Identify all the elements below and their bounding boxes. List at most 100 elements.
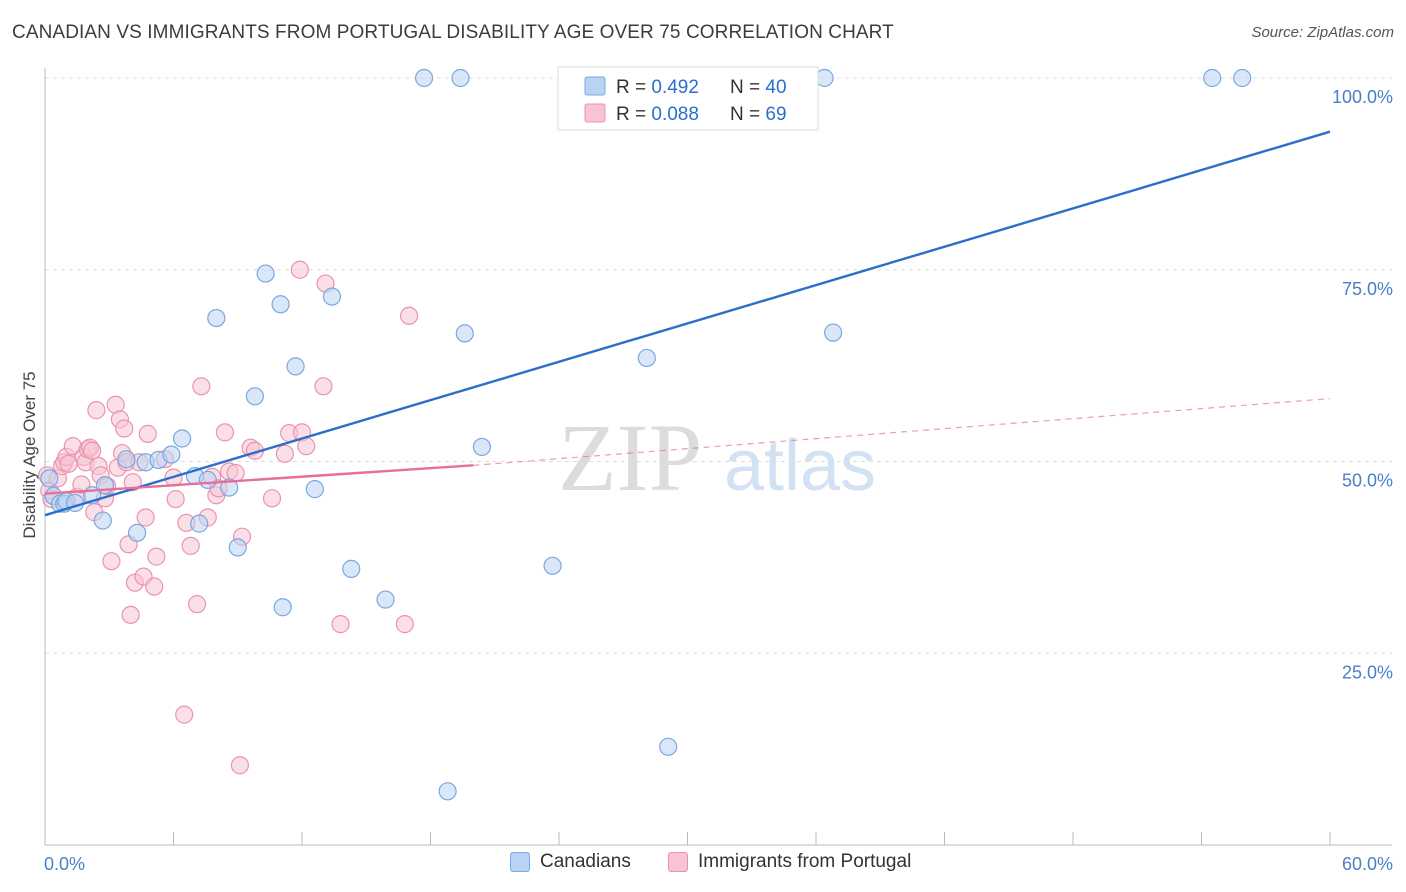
- stats-n-value-pink: 69: [765, 104, 786, 125]
- portugal-point: [83, 441, 102, 460]
- canadians-point: [162, 445, 181, 464]
- stats-r-value-blue: 0.492: [651, 77, 699, 98]
- x-ticks: [44, 832, 1331, 845]
- x-tick-labels: 0.0% 60.0%: [44, 854, 1393, 874]
- portugal-point: [72, 475, 91, 494]
- x-tick-label-max: 60.0%: [1342, 854, 1393, 874]
- svg-text:R = 0.492: R = 0.492: [616, 77, 699, 98]
- canadians-point: [1203, 68, 1222, 88]
- portugal-point: [175, 705, 194, 724]
- svg-text:N = 69: N = 69: [730, 104, 787, 125]
- portugal-point: [314, 377, 333, 396]
- portugal-point: [181, 536, 200, 555]
- y-tick-labels: 25.0% 50.0% 75.0% 100.0%: [1332, 87, 1393, 682]
- portugal-point: [395, 615, 414, 634]
- portugal-point: [147, 547, 166, 566]
- portugal-point: [115, 419, 134, 438]
- portugal-trendline: [44, 464, 474, 495]
- stats-legend-swatch-blue: [584, 76, 606, 96]
- canadians-point: [414, 68, 434, 88]
- portugal-point: [87, 401, 106, 420]
- bottom-legend: Canadians Immigrants from Portugal: [0, 851, 1406, 881]
- canadians-point: [256, 264, 275, 283]
- portugal-point: [121, 605, 140, 625]
- canadians-point: [637, 348, 656, 368]
- y-tick-label: 50.0%: [1342, 471, 1393, 491]
- canadians-point: [245, 387, 264, 406]
- trendlines: [44, 130, 1331, 517]
- y-tick-label: 25.0%: [1342, 662, 1393, 682]
- portugal-point: [230, 756, 249, 775]
- canadians-point: [271, 295, 290, 314]
- canadians-point: [438, 782, 457, 801]
- portugal-point: [102, 552, 121, 571]
- canadians-point: [190, 514, 209, 533]
- canadians-point: [451, 68, 470, 88]
- stats-n-label-pink: N =: [730, 104, 765, 125]
- canadians-point: [93, 511, 112, 530]
- stats-n-label-blue: N =: [730, 77, 765, 98]
- canadians-trendline: [44, 130, 1331, 517]
- portugal-point: [262, 489, 282, 508]
- legend-item-immigrants-from-portugal[interactable]: Immigrants from Portugal: [668, 851, 911, 873]
- stats-r-label-blue: R =: [616, 77, 651, 98]
- canadians-point: [472, 437, 491, 457]
- chart-title: CANADIAN VS IMMIGRANTS FROM PORTUGAL DIS…: [12, 22, 894, 43]
- portugal-point: [187, 595, 207, 614]
- canadians-point: [376, 590, 395, 609]
- svg-text:R = 0.088: R = 0.088: [616, 104, 699, 125]
- portugal-trendline-extension: [473, 398, 1331, 466]
- y-tick-label: 100.0%: [1332, 87, 1393, 107]
- y-axis-label: Disability Age Over 75: [20, 371, 39, 538]
- canadians-point: [815, 68, 834, 88]
- canadians-point: [659, 737, 678, 756]
- canadians-point: [286, 357, 305, 376]
- legend-swatch-blue: [510, 852, 530, 872]
- stats-r-value-pink: 0.088: [651, 104, 699, 125]
- portugal-point: [331, 615, 350, 634]
- portugal-point: [215, 423, 234, 442]
- portugal-point: [275, 444, 294, 463]
- stats-legend: R = 0.492 N = 40 R = 0.088 N = 69: [557, 66, 819, 131]
- canadians-point: [220, 478, 239, 497]
- source-label: Source: ZipAtlas.com: [1251, 24, 1394, 41]
- y-tick-label: 75.0%: [1342, 279, 1393, 299]
- axes: [44, 68, 1392, 846]
- watermark-atlas: atlas: [724, 426, 876, 506]
- stats-r-label-pink: R =: [616, 104, 651, 125]
- legend-swatch-pink: [668, 852, 688, 872]
- gridlines: [45, 77, 1392, 654]
- stats-n-value-blue: 40: [765, 77, 786, 98]
- canadians-point: [228, 538, 247, 557]
- canadians-point: [40, 469, 59, 488]
- portugal-point: [290, 260, 309, 279]
- canadians-point: [273, 598, 292, 617]
- canadians-point: [543, 556, 562, 575]
- canadians-point: [1233, 68, 1252, 88]
- canadians-point: [198, 470, 217, 490]
- canadians-point: [342, 559, 361, 578]
- legend-item-canadians[interactable]: Canadians: [510, 851, 631, 873]
- portugal-point: [399, 306, 419, 325]
- canadians-point: [305, 480, 324, 499]
- x-tick-label-min: 0.0%: [44, 854, 85, 874]
- canadians-point: [117, 450, 136, 469]
- canadians-point: [207, 308, 226, 328]
- portugal-point: [136, 508, 155, 527]
- canadians-point: [455, 324, 474, 343]
- portugal-point: [145, 577, 164, 596]
- watermark: ZIP atlas: [558, 404, 876, 511]
- canadians-point: [172, 429, 192, 448]
- legend-label-immigrants-from-portugal: Immigrants from Portugal: [698, 851, 912, 872]
- watermark-zip: ZIP: [558, 404, 702, 511]
- stats-legend-swatch-pink: [584, 103, 606, 123]
- portugal-point: [138, 424, 157, 443]
- legend-label-canadians: Canadians: [540, 851, 631, 872]
- canadians-point: [322, 287, 342, 306]
- svg-text:N = 40: N = 40: [730, 77, 787, 98]
- portugal-point: [192, 377, 211, 396]
- canadians-point: [127, 523, 147, 542]
- canadians-point: [824, 323, 843, 342]
- portugal-point: [166, 489, 185, 509]
